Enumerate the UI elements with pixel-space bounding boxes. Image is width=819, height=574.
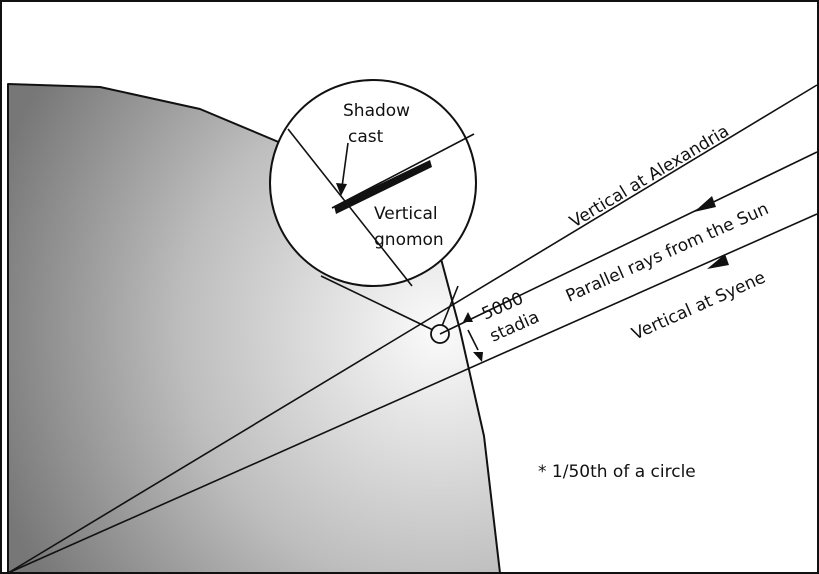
vertical-alexandria-line bbox=[7, 84, 818, 574]
gnomon-shadow bbox=[334, 160, 432, 214]
sun-ray-arrow-lower bbox=[707, 254, 729, 269]
shadow-cast-label-line1: Shadow bbox=[343, 101, 410, 121]
callout-connector-right bbox=[441, 285, 459, 327]
angle-note: * 1/50th of a circle bbox=[538, 462, 696, 482]
callout-connector-left bbox=[320, 275, 434, 331]
shadow-cast-label-line2: cast bbox=[348, 127, 384, 147]
alexandria-marker bbox=[430, 324, 450, 344]
vertical-syene-line bbox=[7, 213, 818, 574]
shadow-arrow-head bbox=[336, 183, 347, 196]
distance-arrow-head-top bbox=[463, 312, 473, 322]
magnified-ground-line bbox=[287, 128, 413, 287]
vertical-gnomon-label-line2: gnomon bbox=[374, 230, 444, 250]
distance-arrow-line bbox=[467, 329, 479, 351]
magnified-view-circle bbox=[269, 79, 477, 287]
sun-ray-arrow-upper bbox=[694, 196, 716, 212]
vertical-gnomon-label-line1: Vertical bbox=[374, 204, 438, 224]
distance-arrow-head-bottom bbox=[473, 352, 483, 362]
sun-ray-alexandria bbox=[439, 151, 818, 335]
shadow-arrow-line bbox=[341, 142, 349, 188]
